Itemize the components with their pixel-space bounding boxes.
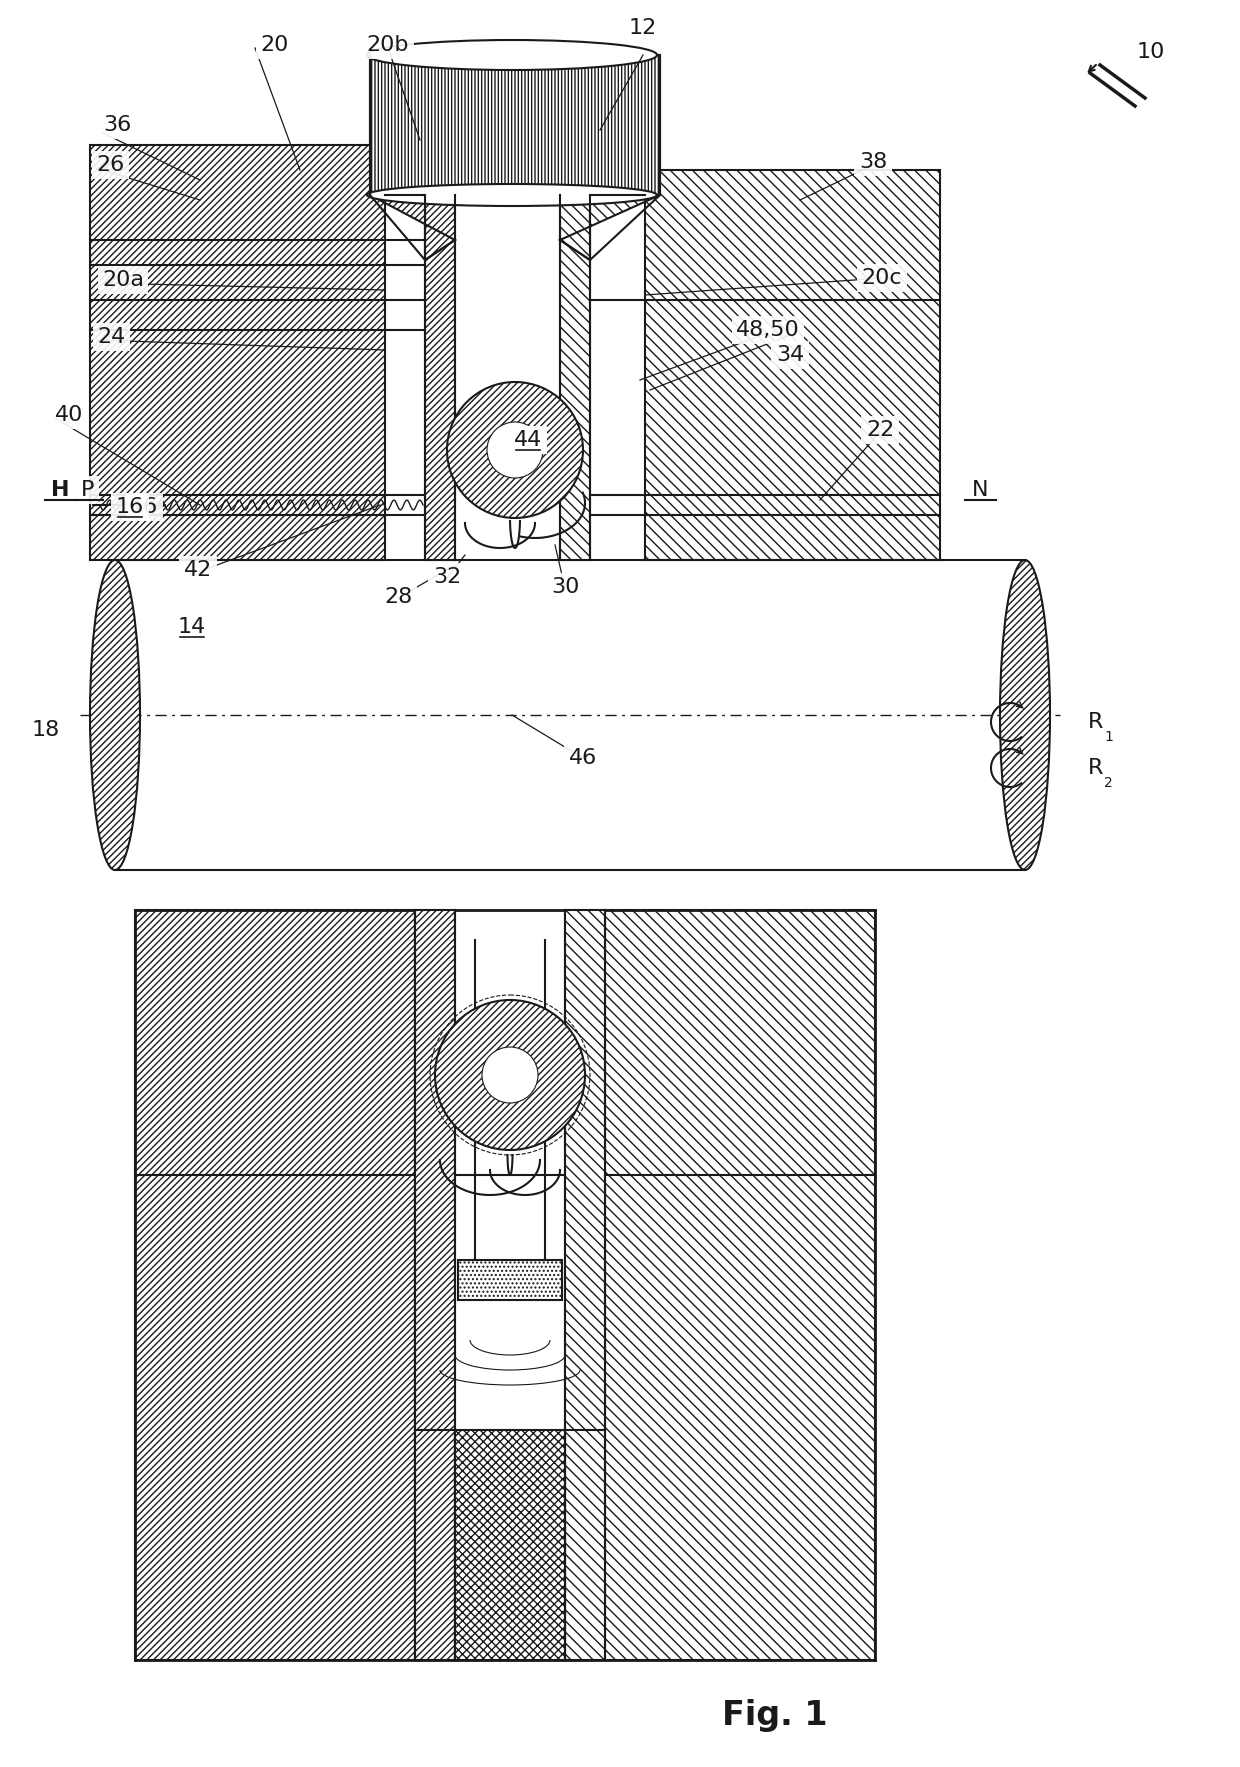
Polygon shape <box>560 194 660 260</box>
Text: 24: 24 <box>97 327 125 346</box>
Text: 36: 36 <box>103 115 131 134</box>
Ellipse shape <box>999 560 1050 869</box>
Text: 46: 46 <box>569 747 598 769</box>
Text: 42: 42 <box>184 560 212 580</box>
Text: 26: 26 <box>95 155 124 175</box>
Text: 2: 2 <box>1104 776 1112 790</box>
Text: R: R <box>1087 758 1104 777</box>
Text: 10: 10 <box>1137 42 1166 62</box>
Text: 40: 40 <box>55 405 83 426</box>
Ellipse shape <box>367 184 657 207</box>
Ellipse shape <box>91 560 140 869</box>
Bar <box>605 910 875 1659</box>
Bar <box>425 194 455 560</box>
Bar <box>135 910 415 1659</box>
Text: 10: 10 <box>1137 42 1166 62</box>
Text: H: H <box>51 481 69 500</box>
Text: P: P <box>82 481 94 500</box>
Bar <box>645 170 940 560</box>
Text: 44: 44 <box>513 429 542 451</box>
Text: 1: 1 <box>1104 730 1112 744</box>
Bar <box>370 55 660 194</box>
Circle shape <box>435 1000 585 1150</box>
Text: N: N <box>972 481 988 500</box>
Text: R: R <box>1087 712 1104 732</box>
Text: 22: 22 <box>866 421 894 440</box>
Bar <box>560 194 590 560</box>
Text: 18: 18 <box>32 719 61 740</box>
Text: 12: 12 <box>629 18 657 39</box>
Text: 20a: 20a <box>102 270 144 290</box>
Text: 20b: 20b <box>367 35 409 55</box>
Text: 16: 16 <box>115 497 144 518</box>
Text: 16: 16 <box>130 497 159 518</box>
Circle shape <box>446 382 583 518</box>
Text: 20: 20 <box>260 35 289 55</box>
Bar <box>91 145 384 560</box>
Text: 20c: 20c <box>862 269 903 288</box>
Text: 28: 28 <box>384 587 412 608</box>
Text: 30: 30 <box>551 578 579 597</box>
Circle shape <box>487 422 543 479</box>
Text: 14: 14 <box>177 617 206 636</box>
Text: 38: 38 <box>859 152 887 171</box>
Ellipse shape <box>367 41 657 71</box>
Text: Fig. 1: Fig. 1 <box>722 1698 828 1732</box>
Text: 44: 44 <box>513 429 542 451</box>
Text: 32: 32 <box>433 567 461 587</box>
Text: 34: 34 <box>776 345 804 366</box>
Polygon shape <box>370 194 455 260</box>
Circle shape <box>482 1048 538 1103</box>
Bar <box>458 1260 562 1301</box>
Bar <box>415 910 455 1659</box>
Bar <box>455 1430 565 1659</box>
Text: 48,50: 48,50 <box>737 320 800 339</box>
Text: 14: 14 <box>177 617 206 636</box>
Bar <box>565 910 605 1659</box>
